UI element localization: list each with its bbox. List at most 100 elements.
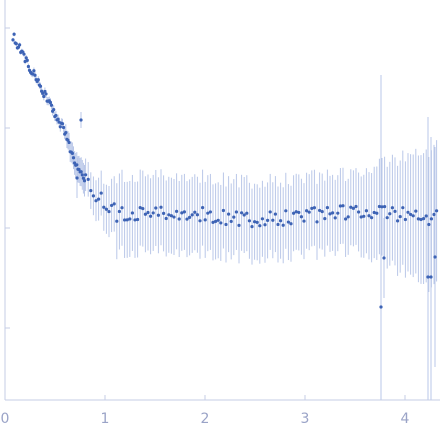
data-point <box>229 219 233 224</box>
data-point <box>67 140 71 145</box>
data-point <box>193 210 197 214</box>
data-point <box>224 222 228 227</box>
data-point <box>82 179 87 183</box>
data-point <box>240 211 244 215</box>
data-point <box>159 205 163 209</box>
data-point <box>22 52 26 56</box>
data-point <box>292 211 296 215</box>
x-axis: 0 1 2 3 4 <box>1 395 440 427</box>
data-point <box>89 189 93 193</box>
data-point <box>172 215 176 219</box>
data-point <box>320 209 324 214</box>
data-point <box>133 218 137 222</box>
data-point <box>180 211 184 215</box>
data-point <box>151 211 155 215</box>
data-point <box>364 209 368 213</box>
data-point <box>214 219 218 224</box>
data-point <box>123 218 127 222</box>
data-point <box>175 209 179 213</box>
data-point <box>14 42 18 46</box>
x-tick-label: 0 <box>1 411 10 427</box>
data-point <box>52 108 56 112</box>
data-point <box>247 219 251 223</box>
data-point <box>258 224 262 228</box>
data-point <box>49 103 54 107</box>
x-tick-label: 1 <box>101 411 110 427</box>
plot-area <box>11 32 439 400</box>
data-point <box>91 194 95 198</box>
data-point <box>372 210 376 215</box>
data-point <box>227 212 231 216</box>
data-point <box>43 89 47 94</box>
data-point <box>429 217 433 221</box>
data-point <box>33 73 37 77</box>
data-point <box>336 211 340 215</box>
data-point <box>110 203 114 208</box>
y-axis <box>4 0 10 400</box>
data-point <box>299 215 303 219</box>
data-point <box>403 217 407 222</box>
data-point <box>263 223 267 227</box>
data-point <box>99 191 103 195</box>
data-point <box>255 220 259 224</box>
data-point <box>201 206 205 210</box>
data-point <box>136 217 140 222</box>
data-point <box>185 217 189 221</box>
data-point <box>146 210 150 215</box>
data-point <box>341 204 345 208</box>
data-point <box>117 209 121 214</box>
data-point <box>250 224 254 229</box>
data-point <box>315 220 319 224</box>
data-point <box>377 204 381 209</box>
data-point <box>323 217 327 221</box>
data-point <box>94 199 98 203</box>
data-point <box>351 206 355 210</box>
data-point <box>77 167 81 172</box>
data-point <box>234 210 238 214</box>
data-point <box>120 206 124 210</box>
data-point <box>79 170 83 174</box>
data-point <box>48 100 53 105</box>
data-point <box>344 217 348 221</box>
data-point <box>385 216 389 220</box>
data-point <box>338 204 342 208</box>
data-point <box>284 209 288 213</box>
data-point <box>219 221 223 225</box>
data-point <box>266 218 270 223</box>
data-point <box>138 206 142 210</box>
data-point <box>143 212 147 216</box>
data-point <box>75 163 79 167</box>
data-point <box>154 206 158 210</box>
data-point <box>203 218 207 222</box>
data-point <box>107 209 111 214</box>
data-point <box>130 211 134 215</box>
data-point <box>18 43 22 47</box>
data-point <box>429 275 433 279</box>
data-point <box>253 220 257 224</box>
data-point <box>432 212 436 217</box>
x-tick-label: 4 <box>401 411 410 427</box>
data-point <box>380 205 384 209</box>
data-point <box>221 208 225 213</box>
data-point <box>58 125 62 129</box>
data-point <box>328 212 332 216</box>
data-point <box>79 118 83 122</box>
data-point <box>104 207 108 211</box>
data-point <box>422 217 426 221</box>
data-point <box>398 214 402 219</box>
data-points <box>11 32 439 309</box>
data-point <box>318 208 322 213</box>
data-point <box>211 220 215 224</box>
data-point <box>297 210 301 215</box>
data-point <box>302 219 306 223</box>
data-point <box>64 130 68 135</box>
data-point <box>26 64 30 69</box>
data-point <box>112 202 116 206</box>
data-point <box>279 219 283 223</box>
data-point <box>232 215 236 219</box>
data-point <box>310 206 314 210</box>
data-point <box>208 210 212 214</box>
data-point <box>281 223 285 227</box>
data-point <box>102 205 106 209</box>
data-point <box>80 173 84 177</box>
